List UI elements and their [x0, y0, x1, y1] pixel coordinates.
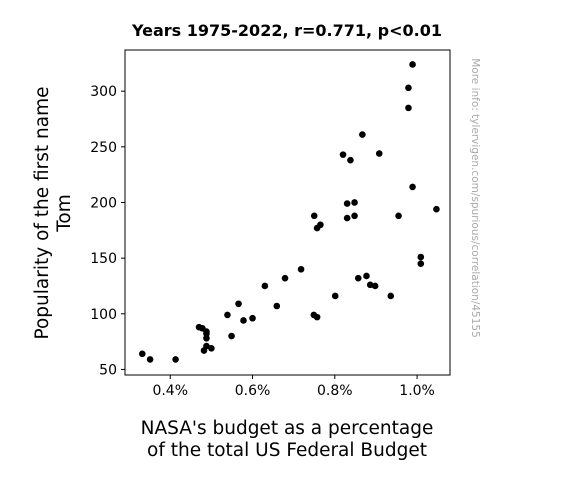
data-point: [343, 214, 351, 222]
data-point: [317, 221, 324, 229]
data-point: [203, 342, 210, 350]
data-point: [138, 350, 146, 358]
data-point: [347, 156, 354, 164]
y-tick-label: 300: [90, 84, 117, 100]
data-point: [366, 281, 374, 289]
y-tick-label: 250: [90, 140, 117, 156]
data-point: [371, 282, 379, 290]
data-point: [405, 84, 412, 92]
data-point: [375, 150, 383, 157]
data-point: [405, 104, 412, 112]
data-point: [261, 282, 269, 290]
x-tick-label: 0.6%: [235, 383, 271, 399]
y-tick-label: 200: [90, 195, 117, 211]
data-point: [359, 131, 366, 138]
data-point: [228, 332, 235, 340]
y-tick-label: 100: [90, 307, 117, 323]
data-point: [387, 292, 395, 300]
data-point: [351, 212, 358, 220]
data-point: [273, 302, 281, 310]
x-axis-label: NASA's budget as a percentage of the tot…: [141, 418, 434, 461]
y-tick-label: 150: [90, 251, 117, 267]
data-point: [351, 199, 358, 206]
data-point: [172, 356, 179, 363]
data-point: [235, 300, 242, 308]
data-point: [363, 272, 370, 280]
x-tick-label: 1.0%: [399, 383, 435, 399]
y-axis-label-line-1: Popularity of the first name: [32, 86, 53, 339]
data-point: [146, 356, 154, 363]
data-point: [417, 253, 425, 261]
x-tick-label: 0.8%: [317, 383, 353, 399]
data-point: [281, 274, 289, 282]
data-point: [240, 317, 247, 324]
x-axis-label-line-1: NASA's budget as a percentage: [141, 418, 434, 439]
data-point: [395, 212, 402, 220]
data-point: [343, 200, 351, 207]
x-tick-label: 0.4%: [152, 383, 188, 399]
chart-title: Years 1975-2022, r=0.771, p<0.01: [131, 21, 442, 40]
data-point: [409, 61, 416, 68]
data-point: [417, 260, 425, 267]
y-axis-label: Popularity of the first name Tom: [32, 86, 75, 339]
data-point: [313, 313, 321, 321]
data-point: [433, 205, 440, 213]
x-axis-label-line-2: of the total US Federal Budget: [147, 440, 427, 461]
y-tick-label: 50: [99, 362, 117, 378]
data-point: [203, 334, 210, 342]
y-axis-label-line-2: Tom: [54, 194, 75, 233]
axis-ticks: 0.4% 0.6% 0.8% 1.0% 50 100 150 200 250 300: [90, 84, 435, 399]
data-point: [224, 311, 231, 319]
data-point: [249, 314, 256, 322]
data-point: [331, 292, 339, 300]
plot-area-frame: [124, 49, 451, 376]
data-points: [138, 61, 440, 363]
data-point: [208, 344, 215, 352]
data-point: [339, 151, 347, 158]
data-point: [297, 265, 305, 273]
data-point: [409, 183, 416, 191]
data-point: [310, 212, 318, 220]
watermark-text: More info: tylervigen.com/spurious/corre…: [469, 58, 481, 338]
data-point: [354, 274, 362, 282]
